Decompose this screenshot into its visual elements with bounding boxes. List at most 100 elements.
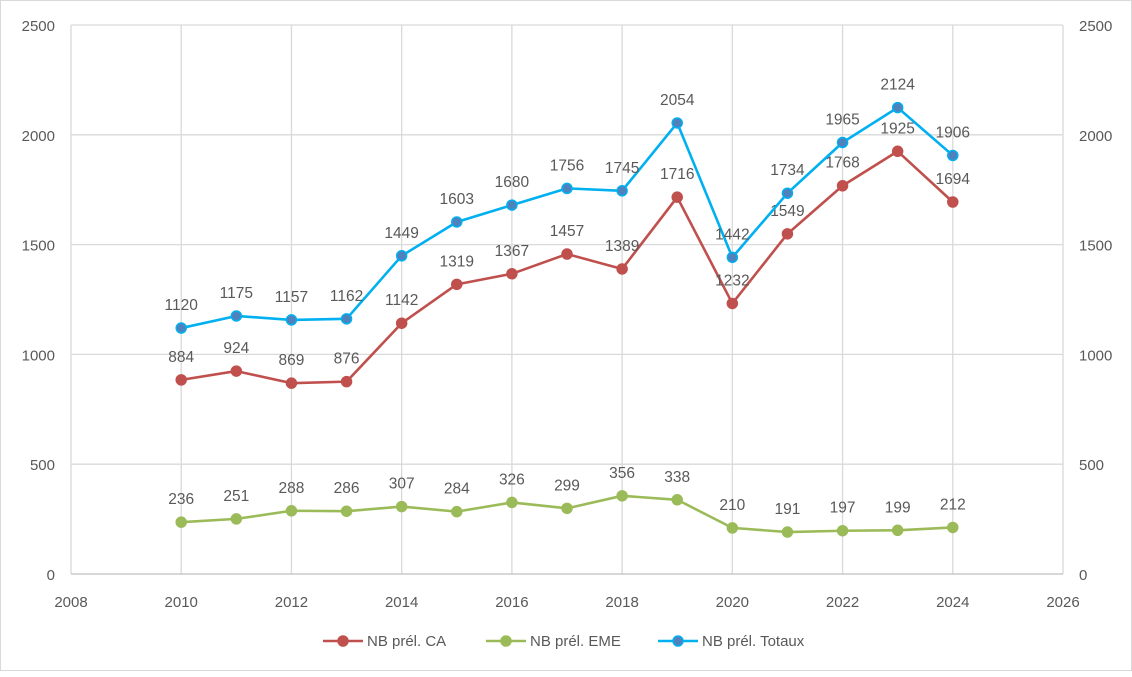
data-point	[781, 187, 794, 199]
data-label: 236	[168, 491, 194, 508]
x-tick-label: 2008	[54, 594, 87, 611]
data-label: 924	[223, 340, 249, 357]
data-point	[285, 314, 298, 326]
legend-marker	[500, 635, 512, 647]
data-label: 356	[609, 465, 635, 482]
data-point	[947, 149, 959, 162]
legend-label: NB prél. Totaux	[702, 633, 805, 650]
data-label: 1965	[825, 111, 859, 128]
y-tick-label-left: 1500	[22, 238, 55, 255]
data-label: 307	[389, 476, 415, 493]
data-label: 1694	[936, 171, 971, 188]
x-tick-label: 2016	[495, 594, 528, 611]
y-tick-label-right: 500	[1079, 457, 1104, 474]
x-tick-label: 2022	[826, 594, 859, 611]
y-tick-label-left: 2500	[22, 18, 55, 35]
data-label: 1768	[825, 155, 859, 172]
data-label: 869	[279, 352, 305, 369]
data-label: 288	[279, 480, 305, 497]
data-label: 284	[444, 481, 470, 498]
legend-marker	[337, 635, 349, 647]
data-point	[285, 377, 298, 389]
data-label: 1157	[275, 289, 308, 306]
data-label: 1680	[495, 174, 530, 191]
data-point	[616, 490, 628, 502]
data-label: 1162	[330, 288, 363, 305]
data-point	[671, 494, 683, 506]
data-point	[451, 216, 463, 228]
data-label: 1745	[605, 160, 639, 177]
data-label: 338	[664, 469, 690, 486]
data-point	[395, 250, 408, 262]
data-label: 210	[719, 497, 745, 514]
legend-marker	[672, 635, 684, 647]
data-point	[451, 505, 463, 518]
data-label: 1367	[495, 243, 529, 260]
y-tick-label-left: 1000	[22, 347, 55, 364]
data-label: 1449	[384, 225, 418, 242]
y-tick-label-left: 2000	[22, 128, 55, 145]
data-point	[616, 263, 628, 275]
data-point	[836, 179, 849, 192]
data-label: 1756	[550, 157, 584, 174]
data-label: 1906	[936, 124, 970, 141]
data-label: 197	[830, 500, 856, 517]
data-point	[506, 268, 518, 280]
data-point	[781, 228, 794, 240]
data-label: 251	[223, 488, 249, 505]
data-label: 2124	[880, 77, 915, 94]
data-point	[671, 191, 683, 203]
data-label: 1442	[715, 226, 749, 243]
x-tick-label: 2018	[605, 594, 638, 611]
data-point	[891, 101, 904, 114]
data-point	[230, 365, 243, 377]
y-tick-label-right: 2500	[1079, 18, 1112, 35]
data-point	[340, 313, 353, 325]
x-tick-label: 2014	[385, 594, 418, 611]
data-point	[395, 317, 408, 329]
data-label: 1549	[770, 203, 804, 220]
data-point	[340, 505, 353, 517]
data-label: 1925	[880, 120, 914, 137]
data-label: 191	[775, 501, 801, 518]
data-point	[616, 185, 628, 197]
y-tick-label-right: 0	[1079, 567, 1087, 584]
data-label: 1716	[660, 166, 694, 183]
data-point	[230, 513, 243, 525]
data-label: 1457	[550, 223, 584, 240]
data-label: 1232	[715, 272, 749, 289]
data-point	[285, 505, 298, 517]
data-label: 2054	[660, 92, 695, 109]
data-label: 1603	[440, 191, 474, 208]
legend-label: NB prél. CA	[367, 633, 446, 650]
data-point	[175, 516, 187, 528]
data-point	[726, 522, 739, 534]
data-point	[726, 297, 739, 310]
data-label: 199	[885, 499, 911, 516]
data-label: 1389	[605, 238, 639, 255]
y-tick-label-right: 1500	[1079, 238, 1112, 255]
y-tick-label-right: 1000	[1079, 347, 1112, 364]
y-tick-label-right: 2000	[1079, 128, 1112, 145]
data-label: 286	[334, 480, 360, 497]
data-point	[230, 310, 243, 322]
data-label: 299	[554, 477, 580, 494]
data-point	[891, 524, 904, 537]
data-point	[175, 374, 187, 386]
data-label: 212	[940, 496, 966, 513]
legend-label: NB prél. EME	[530, 633, 621, 650]
data-point	[561, 248, 573, 260]
data-point	[671, 117, 683, 129]
data-point	[340, 375, 353, 388]
data-label: 326	[499, 471, 525, 488]
x-tick-label: 2024	[936, 594, 969, 611]
y-tick-label-left: 500	[30, 457, 55, 474]
data-point	[781, 526, 794, 538]
y-tick-label-left: 0	[47, 567, 55, 584]
data-point	[395, 500, 408, 513]
data-label: 876	[334, 351, 360, 368]
data-label: 1734	[770, 162, 805, 179]
data-point	[451, 278, 463, 291]
